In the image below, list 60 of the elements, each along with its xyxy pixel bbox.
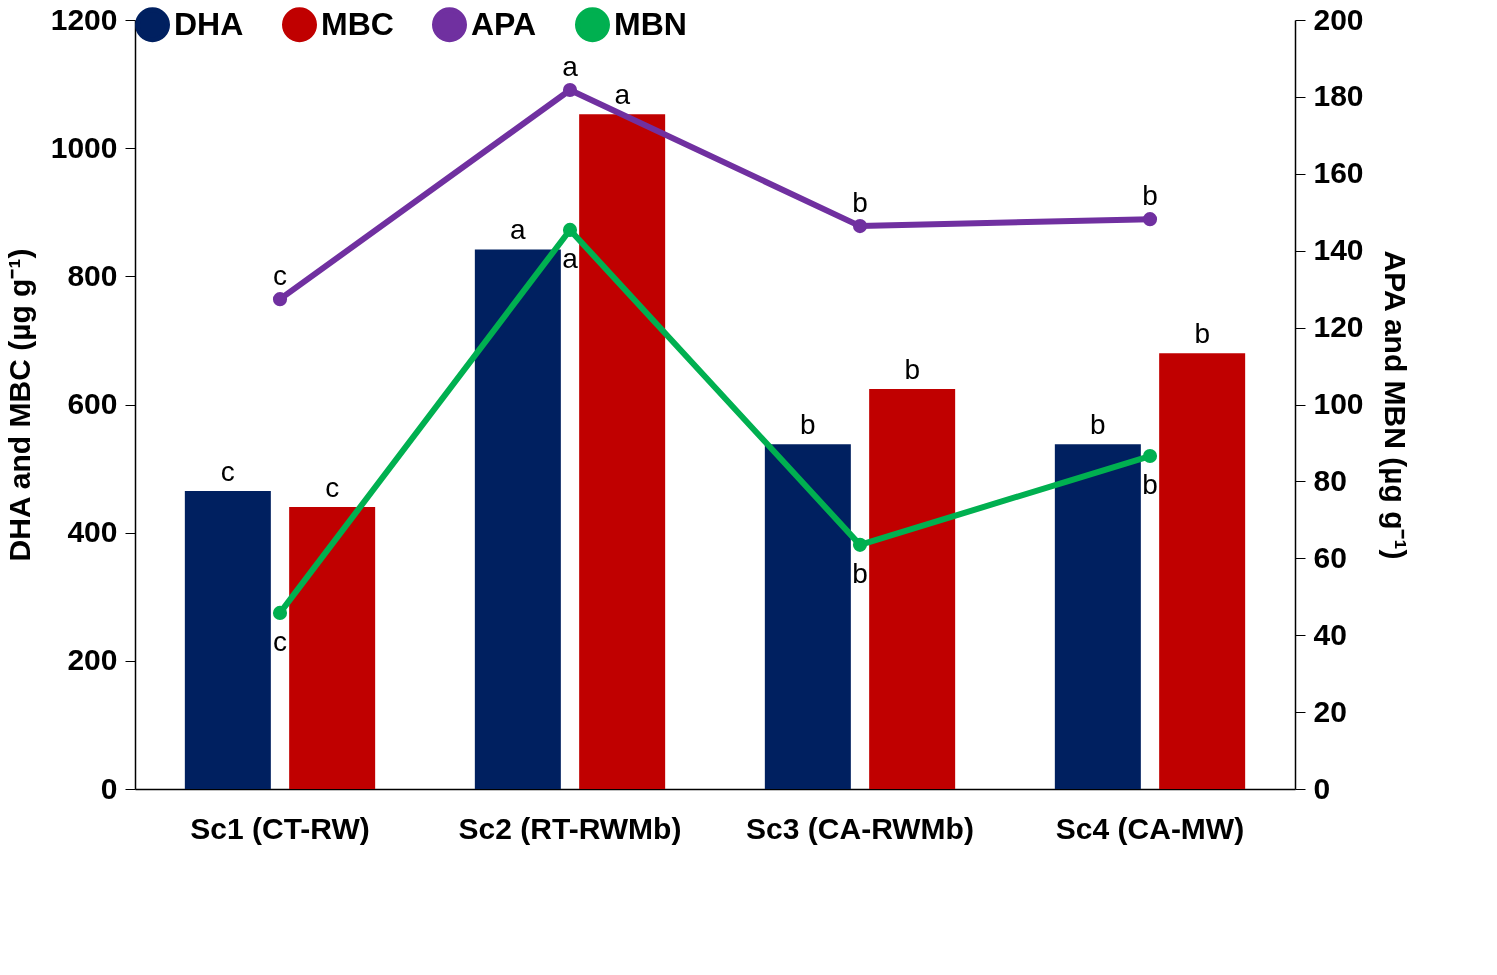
data-label: a	[614, 79, 631, 111]
y-tick-label: 800	[67, 258, 118, 292]
y2-tick-label: 180	[1313, 79, 1364, 113]
data-label: c	[325, 472, 340, 504]
data-label: a	[510, 214, 527, 246]
legend-label: MBC	[321, 5, 394, 42]
data-label: b	[852, 187, 868, 219]
y2-tick-label: 60	[1313, 540, 1347, 574]
data-label: b	[852, 557, 868, 589]
y-axis-title: DHA and MBC (µg g⁻¹)	[2, 248, 36, 562]
data-label: b	[904, 354, 920, 386]
bar	[764, 444, 851, 789]
y2-tick-label: 0	[1313, 771, 1331, 805]
y-tick-label: 200	[67, 643, 118, 677]
data-label: c	[273, 625, 287, 657]
data-label: a	[562, 50, 579, 82]
y-tick-label: 1200	[50, 2, 118, 36]
y-tick-label: 0	[100, 771, 118, 805]
bar	[1159, 353, 1246, 789]
y2-tick-label: 200	[1313, 2, 1364, 36]
legend-label: DHA	[174, 5, 244, 42]
data-label: c	[273, 260, 287, 292]
x-tick-label: Sc1 (CT-RW)	[190, 811, 370, 845]
point	[272, 605, 288, 620]
point	[852, 219, 868, 234]
bar	[1054, 444, 1141, 789]
data-label: b	[1142, 180, 1158, 212]
legend-label: APA	[471, 5, 537, 42]
y2-tick-label: 160	[1313, 156, 1364, 190]
y2-tick-label: 40	[1313, 617, 1347, 651]
point	[1142, 448, 1158, 464]
point	[562, 82, 578, 98]
y2-tick-label: 120	[1313, 310, 1364, 344]
x-tick-label: Sc2 (RT-RWMb)	[458, 811, 682, 845]
data-label: b	[1090, 409, 1106, 441]
bar	[579, 114, 666, 789]
point	[562, 222, 578, 237]
y-tick-label: 1000	[50, 130, 118, 164]
point	[852, 537, 868, 552]
y-tick-label: 600	[67, 387, 118, 420]
y-tick-label: 400	[67, 515, 118, 549]
bar	[474, 249, 561, 789]
bar	[869, 389, 956, 789]
data-label: b	[800, 409, 816, 441]
point	[272, 292, 288, 307]
data-label: c	[220, 456, 235, 488]
x-tick-label: Sc3 (CA-RWMb)	[746, 811, 974, 845]
bar	[289, 507, 376, 789]
legend-label: MBN	[614, 5, 687, 42]
y2-tick-label: 20	[1313, 694, 1347, 728]
bar	[184, 491, 271, 789]
y2-tick-label: 100	[1313, 387, 1364, 420]
x-tick-label: Sc4 (CA-MW)	[1055, 811, 1245, 845]
data-label: b	[1194, 318, 1210, 350]
point	[1142, 212, 1158, 227]
data-label: b	[1142, 469, 1158, 501]
y2-tick-label: 140	[1313, 233, 1364, 267]
y2-axis-title: APA and MBN (µg g⁻¹)	[1378, 250, 1412, 560]
y2-tick-label: 80	[1313, 463, 1347, 497]
data-label: a	[562, 242, 579, 274]
